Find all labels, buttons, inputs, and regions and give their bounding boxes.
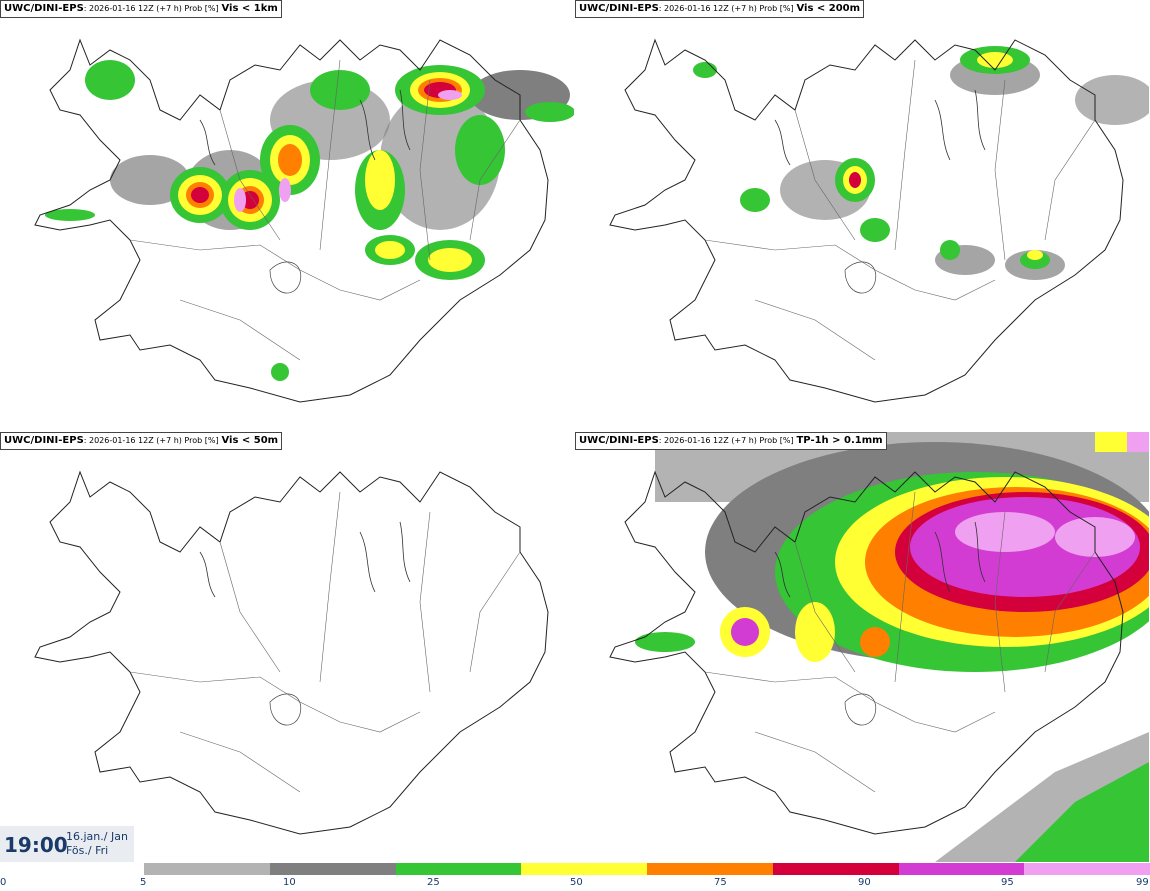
colorbar-tick-label: 10 bbox=[283, 877, 296, 888]
run-info: : 2026-01-16 12Z (+7 h) Prob [%] bbox=[83, 4, 219, 13]
map-panel-vis-50m: UWC/DINI-EPS: 2026-01-16 12Z (+7 h) Prob… bbox=[0, 432, 574, 862]
colorbar-tick-label: 25 bbox=[427, 877, 440, 888]
variable-label: TP-1h > 0.1mm bbox=[796, 435, 883, 446]
model-name: UWC/DINI-EPS bbox=[579, 435, 659, 446]
run-info: : 2026-01-16 12Z (+7 h) Prob [%] bbox=[658, 436, 794, 445]
map-panel-vis-1km: UWC/DINI-EPS: 2026-01-16 12Z (+7 h) Prob… bbox=[0, 0, 574, 430]
panel-title: UWC/DINI-EPS: 2026-01-16 12Z (+7 h) Prob… bbox=[0, 432, 283, 450]
colorbar-segment bbox=[521, 863, 647, 875]
colorbar-tick-label: 75 bbox=[714, 877, 727, 888]
valid-date: 16.jan./ Jan Fös./ Fri bbox=[66, 830, 128, 858]
colorbar-tick-label: 0 bbox=[0, 877, 7, 888]
colorbar-tick-label: 5 bbox=[140, 877, 147, 888]
colorbar-segment bbox=[898, 863, 1025, 875]
probability-map-vis-200m bbox=[609, 39, 1149, 403]
valid-time: 19:00 bbox=[4, 833, 68, 857]
variable-label: Vis < 1km bbox=[221, 3, 278, 14]
colorbar-tick-label: 95 bbox=[1001, 877, 1014, 888]
probability-map-vis-1km bbox=[34, 39, 574, 403]
map-panel-tp-1h: UWC/DINI-EPS: 2026-01-16 12Z (+7 h) Prob… bbox=[575, 432, 1149, 862]
colorbar bbox=[144, 863, 1150, 875]
valid-time-box: 19:00 16.jan./ Jan Fös./ Fri bbox=[0, 826, 134, 862]
colorbar-segment bbox=[144, 863, 270, 875]
colorbar-segment bbox=[647, 863, 773, 875]
panel-title: UWC/DINI-EPS: 2026-01-16 12Z (+7 h) Prob… bbox=[575, 432, 887, 450]
panel-title: UWC/DINI-EPS: 2026-01-16 12Z (+7 h) Prob… bbox=[0, 0, 282, 18]
colorbar-segment bbox=[1024, 863, 1150, 875]
model-name: UWC/DINI-EPS bbox=[4, 435, 84, 446]
map-panel-vis-200m: UWC/DINI-EPS: 2026-01-16 12Z (+7 h) Prob… bbox=[575, 0, 1149, 430]
colorbar-tick-label: 99 bbox=[1136, 877, 1149, 888]
colorbar-segment bbox=[269, 863, 396, 875]
model-name: UWC/DINI-EPS bbox=[579, 3, 659, 14]
probability-map-tp-1h bbox=[609, 432, 1149, 862]
colorbar-tick-label: 90 bbox=[858, 877, 871, 888]
run-info: : 2026-01-16 12Z (+7 h) Prob [%] bbox=[83, 436, 219, 445]
valid-date-line1: 16.jan./ Jan bbox=[66, 830, 128, 843]
colorbar-segment bbox=[772, 863, 899, 875]
probability-field bbox=[635, 432, 1149, 862]
variable-label: Vis < 200m bbox=[796, 3, 861, 14]
colorbar-segment bbox=[395, 863, 522, 875]
probability-map-vis-50m bbox=[34, 471, 549, 835]
probability-field bbox=[45, 60, 574, 381]
probability-field bbox=[693, 46, 1149, 280]
valid-date-line2: Fös./ Fri bbox=[66, 844, 109, 857]
variable-label: Vis < 50m bbox=[221, 435, 279, 446]
panel-title: UWC/DINI-EPS: 2026-01-16 12Z (+7 h) Prob… bbox=[575, 0, 865, 18]
colorbar-tick-label: 50 bbox=[570, 877, 583, 888]
run-info: : 2026-01-16 12Z (+7 h) Prob [%] bbox=[658, 4, 794, 13]
model-name: UWC/DINI-EPS bbox=[4, 3, 84, 14]
